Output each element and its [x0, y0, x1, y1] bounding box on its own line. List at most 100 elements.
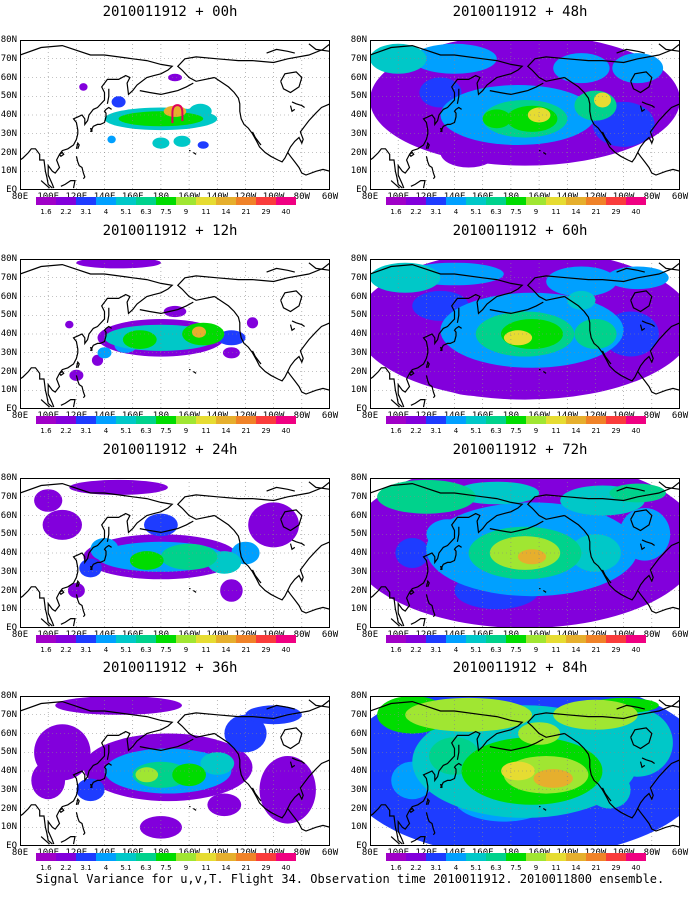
variance-contour	[192, 326, 206, 338]
coastline	[214, 733, 330, 832]
coastline	[20, 586, 53, 627]
lat-tick-label: EQ	[356, 404, 367, 414]
coastline	[658, 699, 680, 708]
coastline	[637, 759, 680, 809]
colorbar-swatch	[276, 853, 296, 861]
coastline	[439, 762, 462, 789]
colorbar-swatch	[486, 197, 506, 205]
coastline	[89, 127, 93, 133]
variance-contour	[553, 699, 638, 730]
lon-tick-label: 80E	[11, 411, 29, 421]
coastline	[658, 481, 680, 490]
colorbar-label: 3.1	[80, 646, 92, 654]
colorbar-label: 40	[631, 427, 641, 435]
lat-tick-label: 80N	[350, 35, 367, 45]
coastline	[526, 699, 680, 738]
lat-tick-label: 10N	[350, 604, 367, 615]
colorbar-label: 3.1	[430, 646, 442, 654]
coastline	[89, 565, 93, 571]
coastline	[630, 509, 653, 532]
colorbar-swatch	[176, 416, 196, 424]
coastline	[287, 759, 330, 809]
variance-contour	[246, 317, 259, 329]
colorbar-label: 1.6	[40, 208, 52, 216]
lat-tick-label: 30N	[0, 347, 17, 358]
colorbar-swatch	[446, 416, 466, 424]
coastline	[266, 486, 295, 492]
colorbar-label: 40	[631, 864, 641, 872]
colorbar-swatch	[176, 197, 196, 205]
coastline	[280, 290, 303, 313]
lon-tick-label: 80W	[643, 192, 660, 202]
coastline	[289, 543, 296, 551]
colorbar-label: 6.3	[140, 427, 152, 435]
coastline	[289, 761, 296, 769]
coastline	[308, 481, 330, 490]
colorbar-swatch	[526, 853, 546, 861]
coastline	[60, 180, 76, 189]
variance-contour	[207, 793, 242, 817]
colorbar-swatch	[116, 416, 136, 424]
colorbar	[36, 853, 296, 861]
variance-contour	[454, 481, 540, 505]
coastline	[641, 320, 655, 327]
colorbar-label: 7.5	[510, 208, 522, 216]
coastline	[564, 296, 680, 395]
colorbar-swatch	[76, 853, 96, 861]
colorbar-swatch	[486, 416, 506, 424]
coastline	[616, 704, 645, 710]
variance-contour	[160, 543, 218, 570]
coastline	[456, 307, 460, 323]
colorbar-swatch	[386, 197, 406, 205]
coastline	[526, 481, 680, 520]
colorbar-swatch	[606, 635, 626, 643]
colorbar-label: 29	[611, 646, 621, 654]
colorbar-swatch	[446, 197, 466, 205]
colorbar-labels: 1.6 2.2 3.1 4 5.1 6.3 7.5 9 11 14 21 29 40	[36, 208, 296, 218]
coastline	[251, 569, 262, 584]
lat-tick-label: 80N	[350, 691, 367, 701]
colorbar-label: 14	[221, 427, 231, 435]
coastline	[641, 757, 655, 764]
colorbar-label: 3.1	[80, 208, 92, 216]
lat-tick-label: 40N	[350, 329, 367, 339]
colorbar-label: 40	[631, 646, 641, 654]
colorbar-swatch	[626, 197, 646, 205]
colorbar-label: 40	[281, 427, 291, 435]
lon-tick-label: 60W	[671, 192, 689, 202]
coastline	[75, 594, 86, 618]
map-panel-p24: 2010011912 + 24h 80N 70N 60N 50N 40N 30N 20N 10N…	[0, 438, 340, 658]
lat-tick-label: 20N	[350, 803, 367, 814]
coastline	[526, 262, 680, 301]
coastline	[214, 515, 330, 614]
colorbar-swatch	[426, 853, 446, 861]
map-panel-p60: 2010011912 + 60h 80N 70N 60N 50N 40N 30N 20N 10N…	[350, 219, 690, 439]
colorbar-swatch	[256, 635, 276, 643]
colorbar-label: 11	[551, 208, 561, 216]
coastline	[542, 151, 547, 155]
colorbar-swatch	[566, 416, 586, 424]
colorbar-swatch	[156, 416, 176, 424]
coastline	[214, 77, 330, 176]
lat-tick-label: EQ	[356, 623, 367, 633]
lon-tick-label: 80W	[643, 848, 660, 858]
colorbar-label: 21	[591, 864, 601, 872]
coastline	[40, 618, 50, 627]
coastline	[489, 301, 544, 315]
coastline	[75, 579, 80, 588]
coastline	[439, 127, 443, 133]
colorbar-label: 29	[261, 864, 271, 872]
variance-contour	[533, 769, 573, 788]
lat-tick-label: 30N	[0, 128, 17, 139]
colorbar-label: 29	[611, 427, 621, 435]
colorbar-label: 40	[281, 208, 291, 216]
coastline	[409, 151, 415, 158]
colorbar-swatch	[36, 197, 56, 205]
coastline	[390, 836, 400, 845]
colorbar-label: 5.1	[470, 208, 482, 216]
lat-tick-label: 40N	[0, 766, 17, 776]
coastline	[308, 699, 330, 708]
coastline	[59, 370, 65, 377]
colorbar-label: 7.5	[160, 646, 172, 654]
colorbar-swatch	[156, 853, 176, 861]
